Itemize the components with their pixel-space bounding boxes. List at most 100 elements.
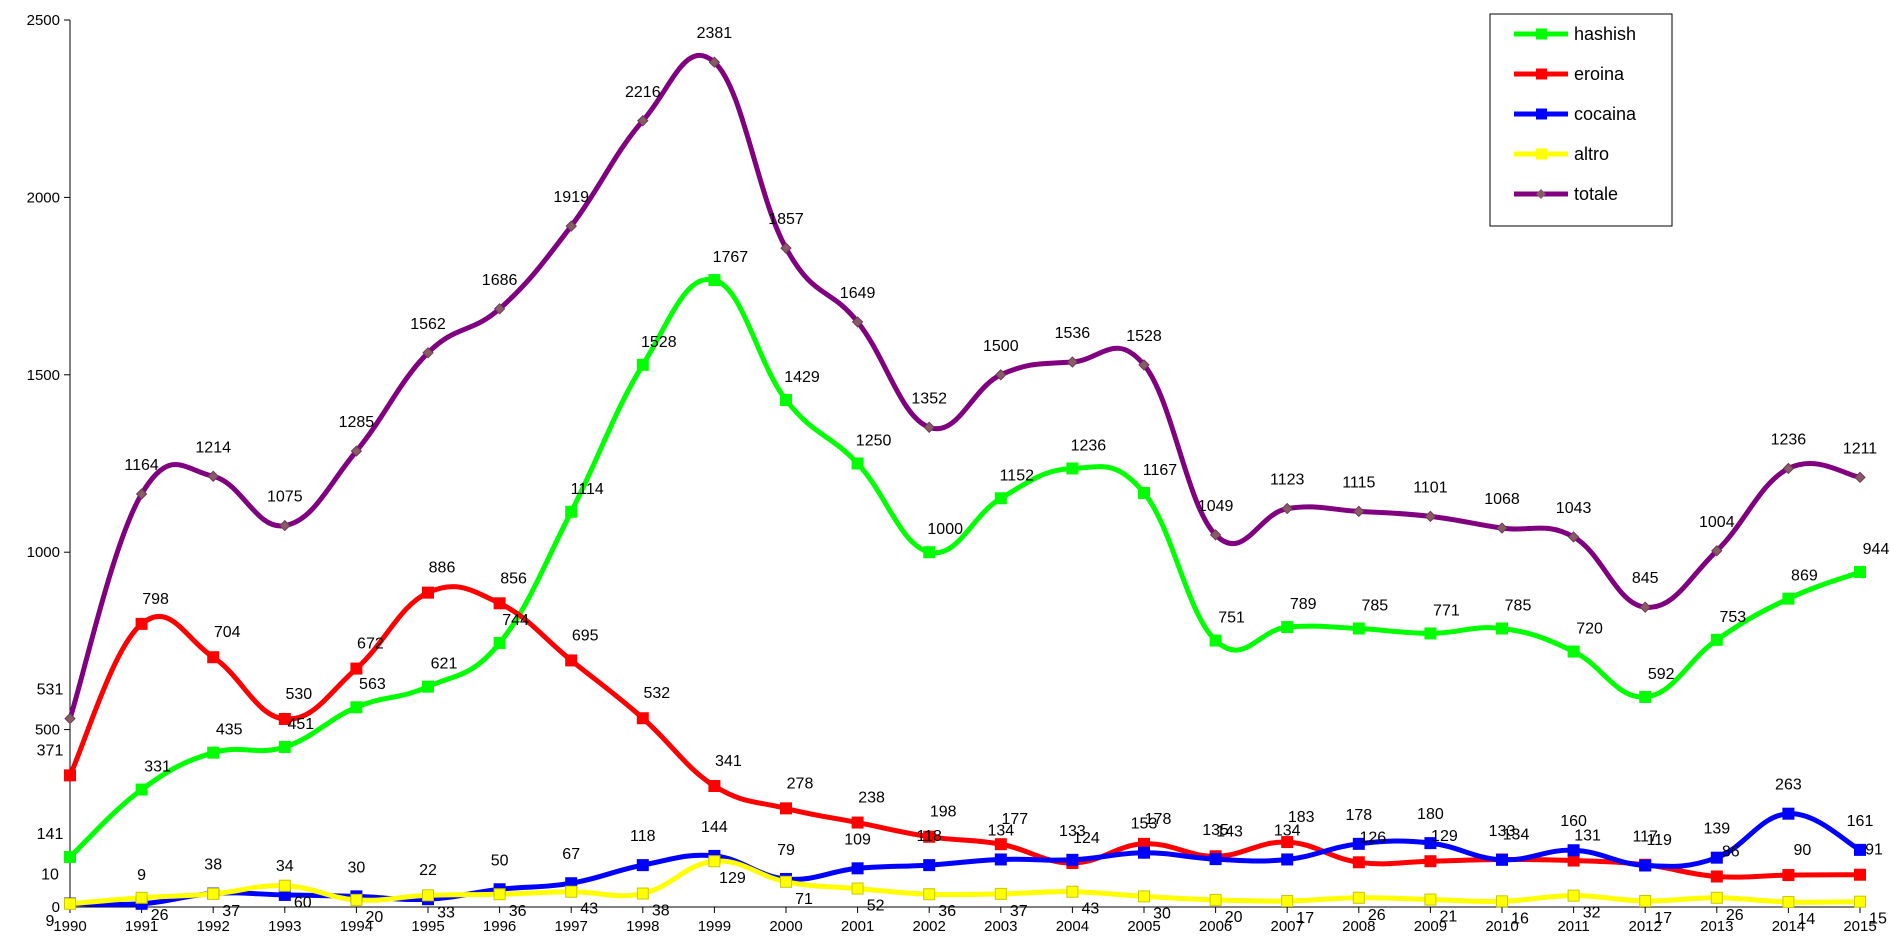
data-label-totale: 1352: [911, 390, 947, 407]
point-totale: [279, 519, 291, 532]
data-label-hashish: 1429: [784, 369, 820, 386]
legend-label-totale: totale: [1574, 184, 1618, 204]
data-label-eroina: 131: [1574, 828, 1601, 845]
point-altro: [207, 887, 220, 900]
data-label-cocaina: 180: [1417, 806, 1444, 823]
data-label-hashish: 1767: [713, 249, 749, 266]
point-cocaina: [1567, 844, 1580, 857]
point-hashish: [780, 393, 792, 406]
point-totale: [493, 303, 506, 315]
point-cocaina: [1352, 837, 1365, 850]
data-label-totale: 1211: [1843, 440, 1878, 457]
x-tick-label: 2006: [1199, 918, 1232, 935]
point-totale: [851, 316, 864, 328]
data-label-altro: 9: [46, 913, 55, 930]
point-hashish: [350, 701, 363, 714]
data-label-cocaina: 134: [987, 822, 1014, 839]
point-eroina: [1567, 854, 1580, 867]
point-totale: [1281, 502, 1293, 515]
data-label-altro: 43: [1082, 901, 1100, 918]
data-label-totale: 1285: [339, 414, 375, 431]
data-label-cocaina: 118: [630, 828, 656, 845]
point-altro: [780, 875, 792, 888]
point-totale: [1567, 531, 1580, 543]
data-label-cocaina: 22: [419, 862, 437, 879]
data-label-totale: 1164: [124, 457, 159, 474]
data-label-altro: 26: [1726, 907, 1744, 924]
point-eroina: [1782, 869, 1795, 882]
point-totale: [1496, 522, 1508, 534]
data-label-cocaina: 50: [491, 852, 509, 869]
point-altro: [1567, 889, 1580, 902]
point-hashish: [994, 492, 1007, 505]
x-tick-label: 2010: [1485, 918, 1518, 935]
x-tick-label: 2000: [769, 918, 802, 935]
point-totale: [1711, 545, 1723, 557]
data-label-eroina: 530: [285, 686, 312, 703]
data-label-altro: 38: [652, 903, 670, 920]
data-label-altro: 16: [1511, 910, 1529, 927]
point-hashish: [1567, 645, 1580, 658]
point-eroina: [422, 586, 434, 599]
point-totale: [637, 115, 649, 127]
point-totale: [1424, 510, 1437, 523]
x-tick-label: 2015: [1843, 918, 1876, 935]
data-label-totale: 1123: [1270, 472, 1305, 489]
point-totale: [565, 220, 577, 232]
data-label-cocaina: 10: [41, 866, 59, 883]
point-totale: [1138, 359, 1150, 371]
point-hashish: [1854, 566, 1866, 579]
data-label-altro: 71: [795, 891, 813, 908]
legend-marker-altro: [1536, 148, 1547, 160]
point-totale: [780, 242, 792, 254]
series-line-eroina: [67, 584, 1861, 880]
series-line-altro: [69, 858, 1861, 907]
point-totale: [135, 488, 148, 500]
data-label-hashish: 771: [1433, 602, 1460, 619]
point-totale: [207, 470, 219, 482]
data-label-cocaina: 34: [276, 858, 294, 875]
point-altro: [1710, 891, 1723, 904]
y-tick-label: 500: [35, 722, 60, 739]
point-totale: [1639, 601, 1651, 613]
data-label-eroina: 178: [1145, 811, 1172, 828]
point-hashish: [565, 505, 578, 518]
point-totale: [422, 347, 434, 359]
data-label-cocaina: 117: [1632, 828, 1658, 845]
data-label-altro: 33: [437, 904, 455, 921]
data-label-totale: 2216: [625, 84, 661, 101]
x-tick-label: 1990: [53, 918, 86, 935]
point-eroina: [207, 651, 220, 664]
data-label-altro: 20: [1225, 909, 1243, 926]
data-label-eroina: 177: [1001, 811, 1028, 828]
data-label-cocaina: 133: [1059, 823, 1086, 840]
data-label-cocaina: 263: [1775, 777, 1802, 794]
point-altro: [851, 882, 864, 895]
data-label-hashish: 331: [144, 759, 171, 776]
data-label-hashish: 744: [502, 612, 529, 629]
data-label-hashish: 944: [1863, 541, 1890, 558]
data-label-altro: 36: [938, 903, 956, 920]
point-eroina: [636, 712, 649, 725]
point-cocaina: [1424, 837, 1437, 850]
legend-label-hashish: hashish: [1574, 24, 1636, 44]
point-cocaina: [923, 859, 936, 872]
data-label-cocaina: 135: [1202, 822, 1229, 839]
data-label-hashish: 141: [37, 826, 64, 843]
data-label-eroina: 695: [572, 627, 599, 644]
data-label-altro: 17: [1296, 910, 1314, 927]
point-altro: [1854, 895, 1866, 908]
data-label-cocaina: 153: [1131, 816, 1158, 833]
point-altro: [1352, 891, 1365, 904]
point-altro: [135, 891, 148, 904]
point-altro: [1281, 894, 1294, 907]
data-label-eroina: 183: [1288, 809, 1315, 826]
data-label-cocaina: 118: [916, 828, 942, 845]
data-label-altro: 26: [1368, 907, 1386, 924]
x-tick-label: 2004: [1056, 918, 1089, 935]
x-tick-label: 1993: [268, 918, 301, 935]
x-tick-label: 2011: [1557, 918, 1589, 935]
data-label-eroina: 129: [1431, 828, 1458, 845]
data-label-hashish: 1528: [641, 334, 677, 351]
